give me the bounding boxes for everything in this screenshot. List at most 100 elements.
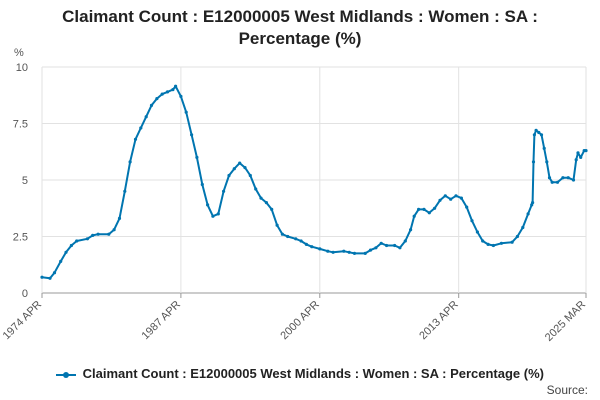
data-point[interactable] — [547, 176, 552, 180]
data-point[interactable] — [417, 207, 421, 211]
data-point[interactable] — [206, 203, 210, 207]
data-point[interactable] — [486, 242, 490, 246]
data-point[interactable] — [491, 243, 495, 248]
data-point[interactable] — [481, 239, 485, 243]
data-point[interactable] — [171, 88, 175, 92]
data-point[interactable] — [422, 207, 426, 211]
data-point[interactable] — [576, 151, 580, 155]
data-point[interactable] — [526, 212, 530, 216]
data-point[interactable] — [579, 155, 583, 159]
data-point[interactable] — [264, 201, 268, 205]
data-point[interactable] — [326, 249, 330, 253]
data-point[interactable] — [48, 276, 52, 280]
data-point[interactable] — [352, 251, 357, 255]
data-point[interactable] — [347, 250, 351, 254]
data-point[interactable] — [200, 182, 204, 187]
data-point[interactable] — [374, 246, 378, 250]
data-point[interactable] — [259, 196, 263, 200]
data-point[interactable] — [368, 248, 373, 252]
data-point[interactable] — [216, 212, 220, 216]
data-point[interactable] — [584, 149, 588, 153]
data-point[interactable] — [165, 90, 170, 94]
data-point[interactable] — [465, 205, 469, 209]
data-point[interactable] — [531, 201, 535, 205]
data-point[interactable] — [211, 214, 215, 218]
data-point[interactable] — [531, 160, 536, 164]
data-point[interactable] — [144, 115, 148, 119]
data-point[interactable] — [409, 228, 413, 232]
data-point[interactable] — [449, 197, 453, 201]
data-point[interactable] — [243, 166, 247, 170]
data-point[interactable] — [342, 249, 346, 253]
data-point[interactable] — [128, 160, 132, 164]
data-point[interactable] — [294, 237, 298, 241]
data-point[interactable] — [443, 194, 447, 198]
data-point[interactable] — [393, 243, 397, 248]
data-point[interactable] — [438, 198, 442, 202]
data-point[interactable] — [299, 239, 303, 243]
data-point[interactable] — [571, 178, 576, 182]
data-point[interactable] — [270, 207, 274, 211]
data-point[interactable] — [555, 180, 560, 184]
data-point[interactable] — [232, 167, 236, 171]
data-point[interactable] — [227, 173, 231, 178]
data-point[interactable] — [96, 232, 100, 236]
data-point[interactable] — [222, 189, 226, 193]
data-point[interactable] — [40, 275, 44, 279]
data-point[interactable] — [149, 103, 154, 107]
data-point[interactable] — [184, 110, 188, 114]
data-point[interactable] — [75, 239, 79, 243]
data-point[interactable] — [537, 130, 541, 135]
data-point[interactable] — [248, 173, 252, 178]
data-point[interactable] — [85, 237, 89, 241]
data-point[interactable] — [275, 223, 279, 227]
data-point[interactable] — [238, 161, 242, 165]
data-point[interactable] — [123, 189, 127, 193]
data-point[interactable] — [69, 243, 73, 248]
data-point[interactable] — [532, 133, 537, 137]
data-point[interactable] — [117, 216, 122, 220]
data-point[interactable] — [190, 133, 194, 137]
data-point[interactable] — [385, 243, 389, 248]
legend[interactable]: Claimant Count : E12000005 West Midlands… — [0, 366, 600, 381]
data-point[interactable] — [499, 241, 503, 245]
data-point[interactable] — [91, 233, 95, 237]
data-point[interactable] — [539, 133, 544, 137]
data-point[interactable] — [566, 176, 570, 180]
data-point[interactable] — [112, 228, 116, 232]
data-point[interactable] — [107, 232, 111, 236]
data-point[interactable] — [427, 211, 431, 215]
data-point[interactable] — [412, 214, 416, 218]
data-point[interactable] — [521, 225, 525, 230]
data-point[interactable] — [561, 176, 565, 180]
data-point[interactable] — [470, 219, 474, 223]
data-point[interactable] — [534, 128, 538, 132]
data-point[interactable] — [459, 196, 463, 200]
data-point[interactable] — [195, 155, 199, 159]
data-point[interactable] — [310, 245, 314, 249]
data-point[interactable] — [133, 137, 138, 141]
data-point[interactable] — [286, 234, 290, 239]
data-point[interactable] — [174, 84, 178, 88]
data-point[interactable] — [545, 160, 549, 164]
data-point[interactable] — [454, 194, 458, 198]
data-point[interactable] — [542, 146, 546, 150]
data-point[interactable] — [475, 230, 479, 234]
data-point[interactable] — [403, 239, 407, 243]
data-point[interactable] — [515, 234, 520, 239]
data-point[interactable] — [139, 126, 143, 130]
data-point[interactable] — [574, 158, 578, 162]
data-point[interactable] — [155, 97, 159, 101]
data-point[interactable] — [510, 240, 514, 244]
data-point[interactable] — [550, 180, 554, 184]
data-point[interactable] — [254, 187, 258, 191]
data-point[interactable] — [280, 232, 284, 236]
data-point[interactable] — [52, 271, 57, 275]
data-point[interactable] — [318, 247, 322, 251]
data-point[interactable] — [64, 250, 68, 254]
data-point[interactable] — [379, 241, 383, 245]
data-point[interactable] — [433, 206, 437, 210]
data-point[interactable] — [160, 92, 164, 96]
data-point[interactable] — [331, 250, 335, 254]
data-point[interactable] — [179, 94, 183, 98]
